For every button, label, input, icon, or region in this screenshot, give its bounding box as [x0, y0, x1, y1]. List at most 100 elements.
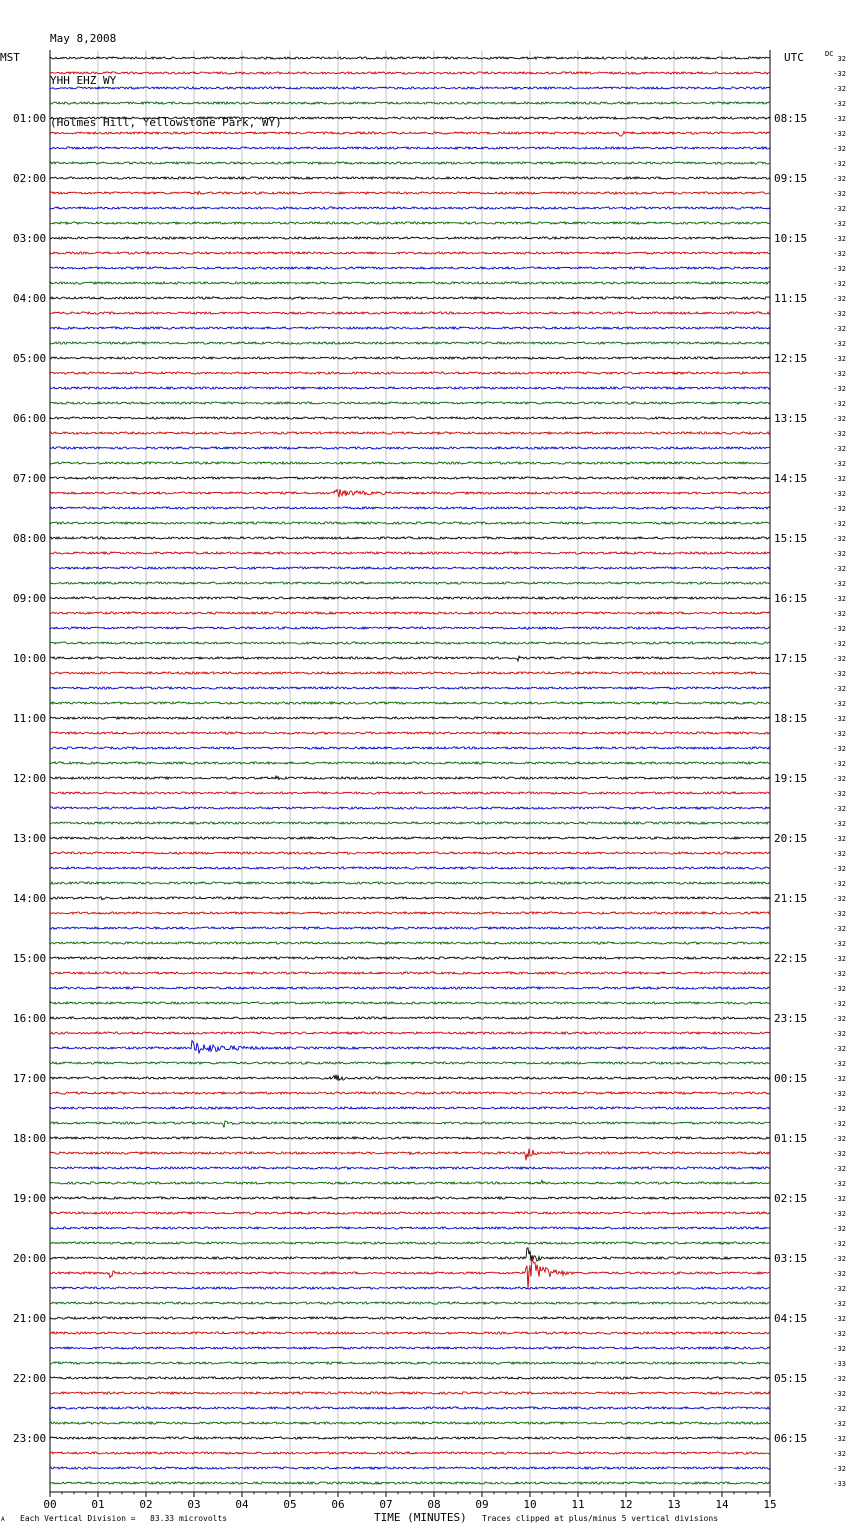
dc-offset-label: 32 [838, 55, 846, 63]
left-time-label: 15:00 [13, 952, 46, 965]
left-time-label: 05:00 [13, 352, 46, 365]
trace-line-63 [49, 1001, 771, 1005]
dc-offset-label: -32 [833, 175, 846, 183]
left-time-label: 12:00 [13, 772, 46, 785]
dc-offset-label: -32 [833, 730, 846, 738]
dc-offset-label: -32 [833, 145, 846, 153]
trace-line-74 [49, 1165, 771, 1171]
trace-line-37 [50, 611, 771, 615]
dc-offset-label: -32 [833, 295, 846, 303]
dc-offset-label: -32 [833, 520, 846, 528]
right-time-label: 08:15 [774, 112, 807, 125]
right-time-label: 18:15 [774, 712, 807, 725]
dc-offset-label: -32 [833, 445, 846, 453]
dc-offset-label: -32 [833, 385, 846, 393]
dc-offset-label: -32 [833, 1450, 846, 1458]
dc-offset-label: -32 [833, 1300, 846, 1308]
dc-offset-label: -32 [833, 85, 846, 93]
minute-grid [49, 50, 771, 1492]
dc-offset-label: -32 [833, 865, 846, 873]
x-tick-label: 05 [283, 1498, 296, 1511]
trace-line-21 [49, 370, 771, 375]
dc-offset-label: -32 [833, 280, 846, 288]
right-timezone-label: UTC [784, 51, 804, 64]
dc-offset-label: -32 [833, 1150, 846, 1158]
dc-offset-label: -32 [833, 910, 846, 918]
left-time-label: 02:00 [13, 172, 46, 185]
trace-line-81 [49, 1259, 770, 1290]
left-timezone-label: MST [0, 51, 20, 64]
dc-offset-label: -32 [833, 100, 846, 108]
dc-offset-label: -32 [833, 1180, 846, 1188]
trace-line-18 [49, 325, 771, 331]
trace-line-55 [49, 880, 771, 886]
right-time-label: 21:15 [774, 892, 807, 905]
dc-offset-label: -32 [833, 1060, 846, 1068]
dc-offset-label: -32 [833, 820, 846, 828]
trace-line-46 [49, 745, 771, 751]
trace-line-86 [49, 1345, 771, 1351]
header-date: May 8,2008 [50, 32, 117, 45]
trace-line-61 [49, 970, 771, 976]
dc-offset-label: -32 [833, 1465, 846, 1473]
right-time-label: 09:15 [774, 172, 807, 185]
trace-line-58 [49, 925, 771, 930]
trace-line-15 [49, 280, 771, 286]
trace-line-60 [49, 955, 771, 961]
trace-line-5 [49, 130, 771, 137]
dc-offset-label: -32 [833, 670, 846, 678]
trace-line-54 [49, 865, 771, 871]
left-time-label: 19:00 [13, 1192, 46, 1205]
right-time-labels: 08:15 09:15 10:15 11:15 12:15 13:15 14:15 15:15… [774, 112, 807, 1445]
dc-offset-labels: 32 -32 -32 -32 -32 -32 -32 -32 -32 -32 -32 -32 -32 -3… [833, 55, 846, 1488]
x-tick-label: 13 [667, 1498, 680, 1511]
right-time-label: 04:15 [774, 1312, 807, 1325]
dc-offset-label: -32 [833, 310, 846, 318]
trace-line-33 [49, 550, 771, 556]
trace-line-59 [49, 941, 771, 946]
corner-mark: A [1, 1516, 5, 1523]
trace-line-65 [49, 1031, 771, 1036]
dc-offset-label: -32 [833, 1015, 846, 1023]
x-tick-label: 15 [763, 1498, 776, 1511]
right-time-label: 11:15 [774, 292, 807, 305]
trace-line-78 [50, 1226, 771, 1230]
trace-line-56 [49, 895, 771, 901]
trace-line-27 [49, 460, 771, 465]
x-tick-label: 07 [379, 1498, 392, 1511]
dc-offset-label: -32 [833, 205, 846, 213]
dc-offset-label: -32 [833, 190, 846, 198]
dc-offset-label: -32 [833, 550, 846, 558]
left-time-label: 09:00 [13, 592, 46, 605]
dc-offset-label: -32 [833, 415, 846, 423]
dc-offset-label: -32 [833, 160, 846, 168]
trace-line-28 [49, 475, 771, 481]
trace-line-1 [49, 71, 771, 76]
dc-offset-label: -32 [833, 1315, 846, 1323]
dc-offset-label: -32 [833, 715, 846, 723]
dc-offset-label: -32 [833, 1285, 846, 1293]
trace-lines [49, 55, 771, 1485]
dc-offset-label: -32 [833, 355, 846, 363]
left-time-labels: 01:00 02:00 03:00 04:00 05:00 06:00 07:00 08:00… [13, 112, 46, 1445]
trace-line-20 [49, 356, 771, 360]
trace-line-8 [49, 176, 771, 180]
trace-line-66 [49, 1039, 771, 1054]
trace-line-94 [50, 1466, 771, 1471]
dc-offset-label: -32 [833, 1240, 846, 1248]
trace-line-90 [49, 1405, 771, 1411]
trace-line-68 [49, 1074, 771, 1082]
dc-offset-label: -32 [833, 1165, 846, 1173]
x-axis-label: TIME (MINUTES) [374, 1511, 467, 1524]
trace-line-77 [49, 1210, 771, 1216]
trace-line-36 [49, 596, 771, 601]
right-time-label: 20:15 [774, 832, 807, 845]
dc-offset-label: -32 [833, 370, 846, 378]
trace-line-2 [49, 85, 771, 90]
left-time-label: 20:00 [13, 1252, 46, 1265]
trace-line-22 [49, 386, 771, 391]
right-time-label: 16:15 [774, 592, 807, 605]
dc-offset-label: -32 [833, 130, 846, 138]
dc-offset-label: -32 [833, 805, 846, 813]
clip-note: Traces clipped at plus/minus 5 vertical … [482, 1514, 719, 1523]
